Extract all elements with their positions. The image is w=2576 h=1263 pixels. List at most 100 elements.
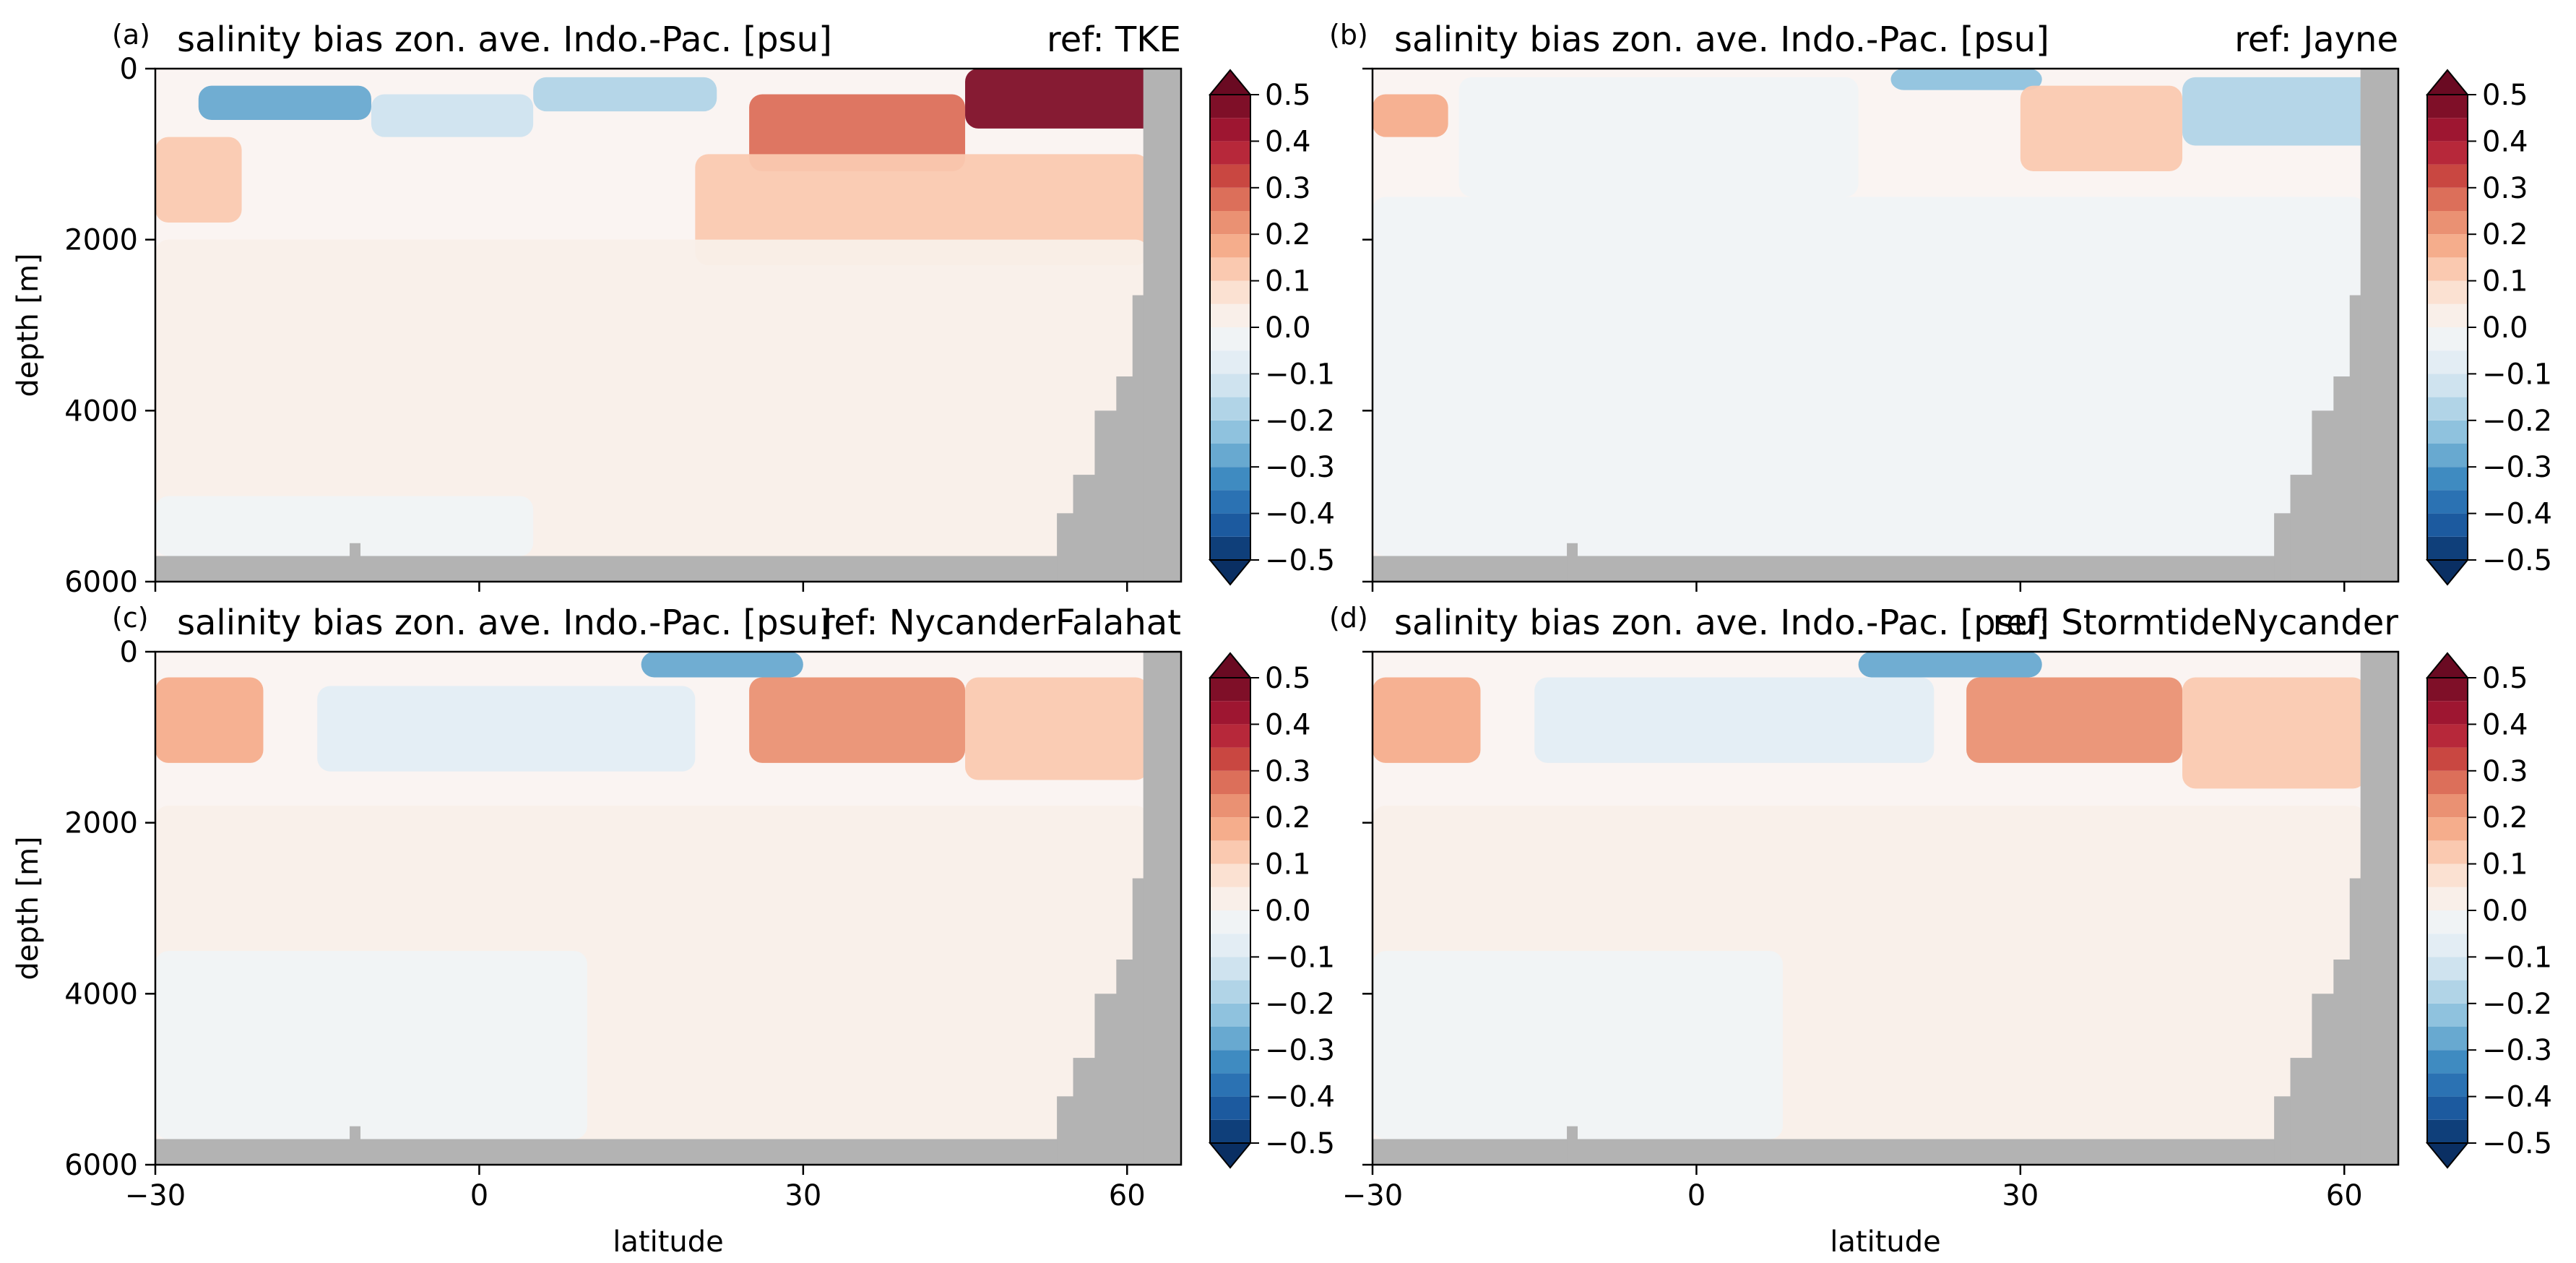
- colorbar-tick-label: 0.3: [2482, 755, 2528, 788]
- colorbar-band: [1210, 350, 1250, 374]
- y-tick-label: 6000: [64, 1149, 138, 1182]
- bias-field: [155, 69, 1171, 556]
- panel-title: salinity bias zon. ave. Indo.-Pac. [psu]: [177, 20, 832, 60]
- x-tick-label: 0: [1687, 1179, 1706, 1212]
- colorbar-band: [2427, 724, 2468, 748]
- colorbar-band: [2427, 1096, 2468, 1120]
- colorbar-band: [1210, 1119, 1250, 1143]
- colorbar-band: [1210, 95, 1250, 118]
- colorbar-band: [2427, 444, 2468, 467]
- panel-b: (b) salinity bias zon. ave. Indo.-Pac. [p…: [1329, 19, 2552, 592]
- panel-label: (b): [1329, 19, 1368, 51]
- panel-label: (c): [112, 602, 149, 634]
- colorbar-band: [1210, 211, 1250, 235]
- colorbar-tick-label: 0.3: [1265, 172, 1311, 205]
- colorbar-band: [2427, 770, 2468, 794]
- land-block: [155, 556, 1181, 582]
- x-axis-label: latitude: [613, 1225, 723, 1259]
- colorbar-tick-label: 0.5: [1265, 79, 1311, 112]
- colorbar-tick-label: −0.1: [2482, 358, 2552, 391]
- colorbar-tick-label: −0.4: [1265, 498, 1335, 531]
- colorbar-band: [2427, 280, 2468, 304]
- bias-region: [155, 496, 534, 556]
- bias-region: [1966, 677, 2183, 763]
- colorbar-band: [2427, 817, 2468, 841]
- colorbar-band: [1210, 280, 1250, 304]
- colorbar-band: [2427, 490, 2468, 514]
- bias-region: [155, 137, 242, 223]
- colorbar-tick-label: 0.0: [2482, 311, 2528, 345]
- colorbar-band: [1210, 1073, 1250, 1097]
- colorbar-tick-label: 0.4: [1265, 125, 1311, 158]
- x-tick-label: −30: [125, 1179, 186, 1212]
- bias-region: [1858, 652, 2042, 678]
- colorbar-band: [2427, 164, 2468, 188]
- panel-a: 0 2000 4000 6000 depth [m] (a) salinity bias z…: [12, 19, 1335, 599]
- x-tick-label: 60: [2326, 1179, 2363, 1212]
- bias-region: [155, 239, 1149, 556]
- bias-region: [1373, 94, 1448, 137]
- colorbar-over-extension: [2425, 69, 2470, 95]
- bias-region: [371, 94, 534, 137]
- axes-frame: [154, 67, 1183, 583]
- y-axis-label: depth [m]: [12, 253, 45, 397]
- panel-title: salinity bias zon. ave. Indo.-Pac. [psu]: [177, 603, 832, 643]
- land-block: [2360, 69, 2398, 582]
- colorbar-band: [1210, 1050, 1250, 1074]
- colorbar-tick-label: 0.3: [1265, 755, 1311, 788]
- land-mask: [155, 69, 1181, 582]
- axes-frame: [154, 650, 1183, 1166]
- colorbar-band: [2427, 374, 2468, 397]
- colorbar-tick-label: 0.4: [1265, 708, 1311, 741]
- colorbar-tick-label: −0.3: [1265, 451, 1335, 484]
- panel-ref-label: ref: TKE: [1047, 20, 1181, 60]
- colorbar-band: [2427, 887, 2468, 910]
- panel-title: salinity bias zon. ave. Indo.-Pac. [psu]: [1394, 603, 2049, 643]
- land-block: [1373, 556, 2398, 582]
- y-tick-label: 2000: [64, 807, 138, 840]
- colorbar-tick-label: 0.2: [2482, 801, 2528, 835]
- colorbar-tick-label: 0.1: [1265, 848, 1311, 881]
- colorbar-tick-label: 0.1: [2482, 265, 2528, 298]
- colorbar-tick-label: −0.3: [2482, 451, 2552, 484]
- x-tick-label: −30: [1342, 1179, 1403, 1212]
- colorbar-under-extension: [2425, 559, 2470, 586]
- bias-region: [198, 85, 371, 120]
- colorbar-tick-label: 0.4: [2482, 708, 2528, 741]
- colorbar-band: [2427, 1073, 2468, 1097]
- colorbar-band: [2427, 211, 2468, 235]
- colorbar-band: [2427, 118, 2468, 142]
- colorbar: 0.5 0.4 0.3 0.2 0.1 0.0 −0.1 −0.2 −0.3 −0.4 −0.5: [2425, 69, 2552, 586]
- colorbar-band: [1210, 887, 1250, 910]
- bias-region: [1890, 69, 2042, 90]
- colorbar-band: [2427, 794, 2468, 818]
- x-tick-label: 30: [785, 1179, 821, 1212]
- bias-field: [1373, 652, 2367, 1139]
- colorbar-under-extension: [1208, 1142, 1253, 1169]
- colorbar-band: [1210, 257, 1250, 281]
- panel-d: −30 0 30 60 latitude (d) salinity bias zon. av…: [1329, 602, 2552, 1259]
- bias-region: [317, 686, 696, 772]
- land-block: [155, 1139, 1181, 1165]
- colorbar-over-extension: [1208, 69, 1253, 95]
- colorbar-band: [2427, 467, 2468, 491]
- colorbar-tick-label: −0.4: [2482, 1081, 2552, 1114]
- colorbar-band: [2427, 840, 2468, 864]
- colorbar-band: [1210, 187, 1250, 211]
- y-tick-label: 6000: [64, 566, 138, 599]
- colorbar-band: [2427, 420, 2468, 444]
- bias-region: [1373, 453, 1751, 556]
- colorbar-tick-label: −0.5: [2482, 1127, 2552, 1160]
- panel-c: −30 0 30 60 0 2000 4000 6000 depth [m] latitude (c…: [12, 602, 1335, 1259]
- y-axis-label: depth [m]: [12, 836, 45, 980]
- colorbar-band: [2427, 980, 2468, 1004]
- bias-region: [965, 677, 1149, 780]
- colorbar-band: [1210, 1027, 1250, 1051]
- colorbar-tick-label: 0.2: [1265, 801, 1311, 835]
- colorbar-tick-label: −0.5: [1265, 544, 1335, 577]
- colorbar-band: [2427, 678, 2468, 702]
- land-mask: [1373, 69, 2398, 582]
- bias-region: [2020, 85, 2183, 171]
- colorbar-band: [2427, 257, 2468, 281]
